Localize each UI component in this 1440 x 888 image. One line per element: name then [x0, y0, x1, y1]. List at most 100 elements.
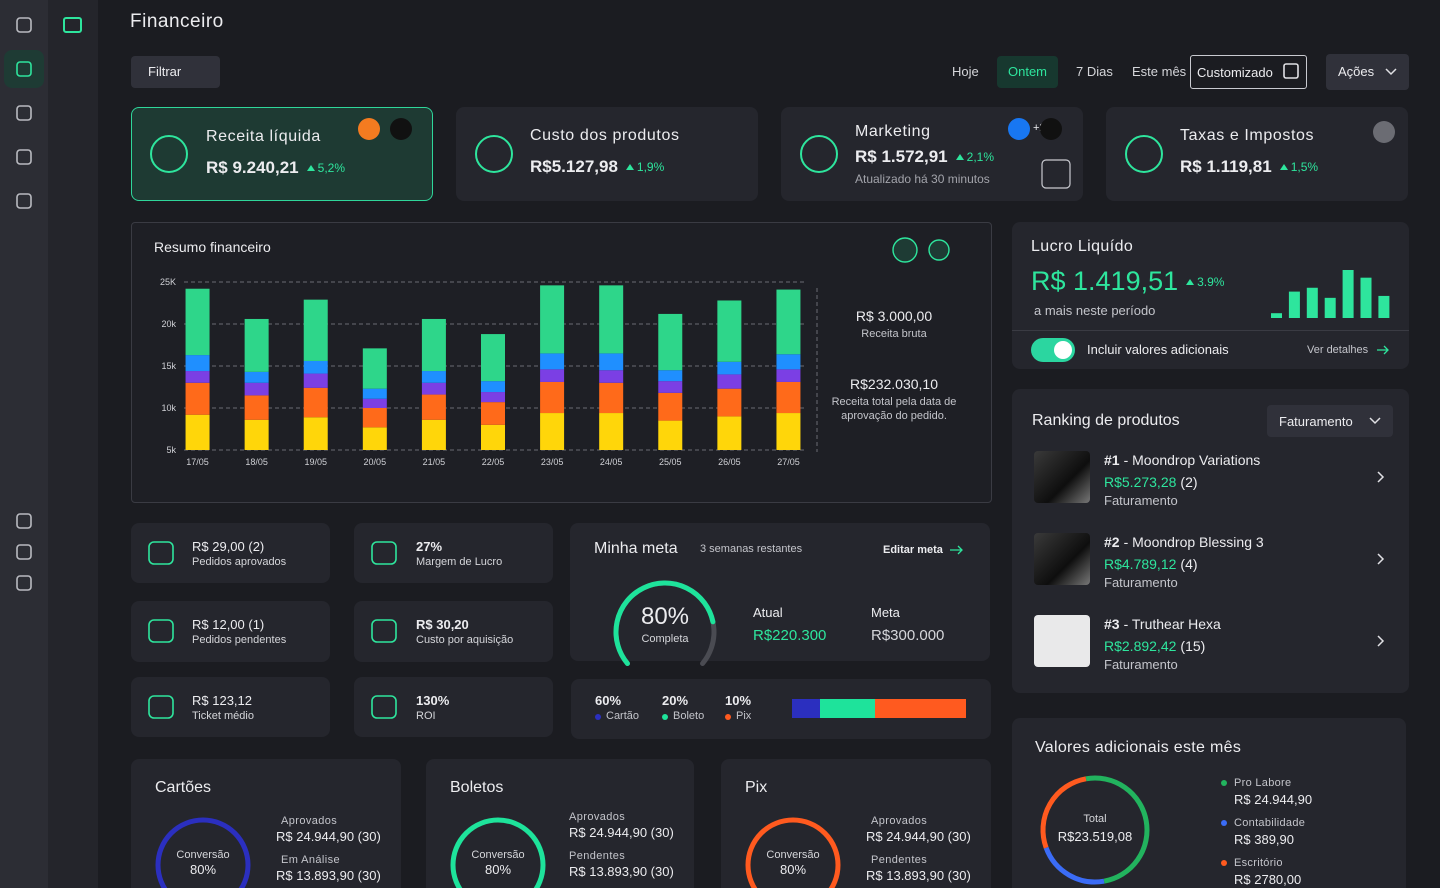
kpi-value-row: R$5.127,98 1,9%	[530, 157, 664, 177]
product-thumb	[1034, 533, 1090, 585]
kpi-badge: +1	[398, 123, 411, 135]
subnav	[48, 0, 98, 888]
kpi-badge: +2	[1033, 122, 1046, 134]
legend-name: Pro Labore	[1234, 777, 1292, 789]
ranking-select[interactable]: Faturamento	[1267, 405, 1393, 437]
sidebar	[0, 0, 48, 888]
up-arrow	[625, 164, 634, 170]
up-arrow	[955, 154, 964, 160]
metric-value: 27%	[416, 539, 443, 554]
payment-name: Cartão	[606, 710, 640, 722]
payment-name: Boleto	[673, 710, 705, 722]
goal-percent-label: Completa	[641, 633, 689, 645]
product-value: R$2.892,42	[1104, 638, 1177, 654]
ring-label: Conversão	[471, 849, 525, 861]
payment-share: 20%	[662, 693, 689, 708]
page-title: Financeiro	[130, 11, 224, 32]
summary-title: Resumo financeiro	[154, 239, 271, 255]
custom-date[interactable]: Customizado	[1190, 55, 1307, 89]
actions-button[interactable]: Ações	[1326, 54, 1409, 90]
method-row-label: Em Análise	[281, 854, 341, 866]
product-name: - Truthear Hexa	[1123, 616, 1221, 632]
kpi-title: Marketing	[855, 123, 931, 140]
method-row-label: Aprovados	[871, 815, 928, 827]
goal-edit[interactable]: Editar meta	[883, 544, 943, 556]
metric-label: Pedidos aprovados	[192, 556, 287, 568]
goal-title: Minha meta	[594, 540, 678, 557]
legend-value: R$ 2780,00	[1234, 872, 1302, 887]
method-row-value: R$ 24.944,90 (30)	[569, 825, 674, 840]
product-value-row: R$2.892,42 (15)	[1104, 638, 1205, 654]
method-row-label: Aprovados	[569, 811, 626, 823]
kpi-card: Marketing R$ 1.572,91 2,1% Atualizado há 30…	[781, 107, 1083, 201]
period-button[interactable]: Ontem	[997, 56, 1059, 88]
period-button[interactable]: 7 Dias	[1076, 64, 1113, 79]
method-card: Boletos Conversão 80% Aprovados R$ 24.944,90…	[426, 759, 694, 888]
kpi-change: 2,1%	[966, 150, 994, 164]
ring-label: Conversão	[176, 849, 230, 861]
payment-share: 60%	[595, 693, 622, 708]
method-card: Cartões Conversão 80% Aprovados R$ 24.944,90…	[131, 759, 401, 888]
method-row-value: R$ 13.893,90 (30)	[866, 868, 971, 883]
ring-value: 80%	[189, 862, 217, 877]
goal-target: R$300.000	[871, 627, 945, 644]
product-name: - Moondrop Variations	[1123, 452, 1261, 468]
donut-value: R$23.519,08	[1057, 829, 1133, 844]
product-count: (4)	[1180, 556, 1198, 572]
additional-title: Valores adicionais este mês	[1035, 739, 1242, 756]
metric-card: R$ 29,00 (2) Pedidos aprovados	[131, 523, 330, 583]
metric-value: R$ 123,12	[192, 693, 252, 708]
kpi-value: R$ 1.572,91	[855, 147, 948, 166]
kpi-value-row: R$ 1.119,81 1,5%	[1180, 157, 1318, 177]
metric-card: R$ 123,12 Ticket médio	[131, 677, 330, 737]
metric-value: R$ 30,20	[416, 617, 469, 632]
profit-title: Lucro Liquído	[1031, 238, 1134, 255]
filter-button[interactable]: Filtrar	[131, 56, 220, 88]
method-row-label: Pendentes	[569, 850, 626, 862]
toggle-knob	[1054, 341, 1072, 359]
ring-label: Conversão	[766, 849, 820, 861]
kpi-change: 1,9%	[636, 160, 665, 174]
kpi-value-row: R$ 9.240,21 5,2%	[206, 158, 345, 178]
method-title: Pix	[745, 779, 768, 796]
kpi-change: 5,2%	[317, 161, 345, 175]
ranking-title: Ranking de produtos	[1032, 412, 1180, 429]
goal-remaining: 3 semanas restantes	[700, 543, 803, 555]
payment-share: 10%	[725, 693, 752, 708]
legend-dot	[1221, 780, 1227, 786]
legend-dot	[1221, 820, 1227, 826]
goal-percent: 80%	[640, 603, 690, 630]
kpi-value-row: R$ 1.572,91 2,1%	[855, 147, 994, 167]
stat-value: R$232.030,10	[850, 376, 938, 392]
payment-card: 60% Cartão 20% Boleto 10% Pix	[571, 679, 991, 739]
product-label: Faturamento	[1104, 493, 1178, 508]
goal-card: Minha meta 3 semanas restantes Editar meta…	[570, 523, 990, 661]
profit-change: 3.9%	[1197, 274, 1225, 289]
product-value: R$4.789,12	[1104, 556, 1177, 572]
product-thumb	[1034, 615, 1090, 667]
product-count: (2)	[1180, 474, 1198, 490]
product-name-row: #2- Moondrop Blessing 3	[1104, 534, 1264, 550]
product-value-row: R$5.273,28 (2)	[1104, 474, 1198, 490]
metric-label: Pedidos pendentes	[192, 634, 287, 646]
sidebar-active[interactable]	[4, 50, 44, 88]
divider	[1012, 330, 1409, 331]
profit-row: R$ 1.419,51 3.9%	[1031, 266, 1224, 297]
kpi-note: Atualizado há 30 minutos	[855, 172, 990, 186]
product-thumb	[1034, 451, 1090, 503]
method-row-value: R$ 13.893,90 (30)	[569, 864, 674, 879]
metric-value: R$ 12,00 (1)	[192, 617, 265, 632]
details-link[interactable]: Ver detalhes	[1307, 344, 1369, 356]
metric-label: Margem de Lucro	[416, 556, 503, 568]
method-row-label: Aprovados	[281, 815, 338, 827]
period-button[interactable]: Hoje	[952, 64, 979, 79]
product-label: Faturamento	[1104, 657, 1178, 672]
payment-dot	[662, 714, 668, 720]
legend-value: R$ 389,90	[1234, 832, 1294, 847]
ring-value: 80%	[484, 862, 512, 877]
product-value: R$5.273,28	[1104, 474, 1177, 490]
ranking-card: Ranking de produtos Faturamento #1- Moondr…	[1012, 389, 1409, 693]
metric-card: R$ 12,00 (1) Pedidos pendentes	[131, 601, 330, 662]
kpi-card: Custo dos produtos R$5.127,98 1,9%	[456, 107, 758, 201]
period-button[interactable]: Este mês	[1132, 64, 1187, 79]
